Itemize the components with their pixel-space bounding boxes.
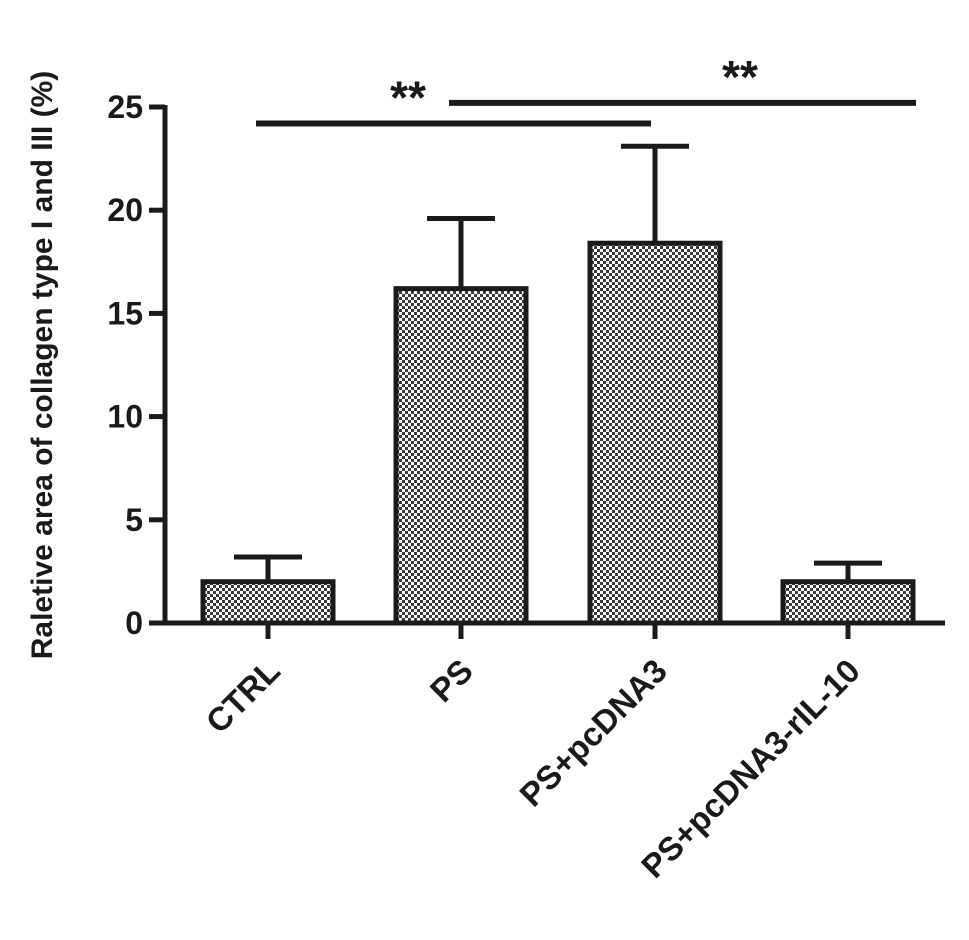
y-tick-label: 15 (107, 295, 143, 331)
x-tick-label: PS+pcDNA3-rIL-10 (634, 652, 867, 885)
bar (587, 240, 723, 626)
y-tick-label: 0 (125, 605, 143, 641)
y-tick-label: 10 (107, 399, 143, 435)
y-tick-label: 25 (107, 89, 143, 125)
bar (780, 579, 916, 626)
x-tick-label: CTRL (199, 652, 287, 740)
x-tick-label: PS+pcDNA3 (512, 652, 674, 814)
y-tick-label: 20 (107, 192, 143, 228)
y-tick-label: 5 (125, 502, 143, 538)
x-tick-label: PS (423, 652, 480, 709)
bar (393, 286, 529, 626)
y-axis-label: Raletive area of collagen type I and III… (26, 71, 59, 660)
bar (200, 579, 336, 626)
significance-label: ** (390, 72, 426, 124)
significance-label: ** (722, 51, 758, 103)
